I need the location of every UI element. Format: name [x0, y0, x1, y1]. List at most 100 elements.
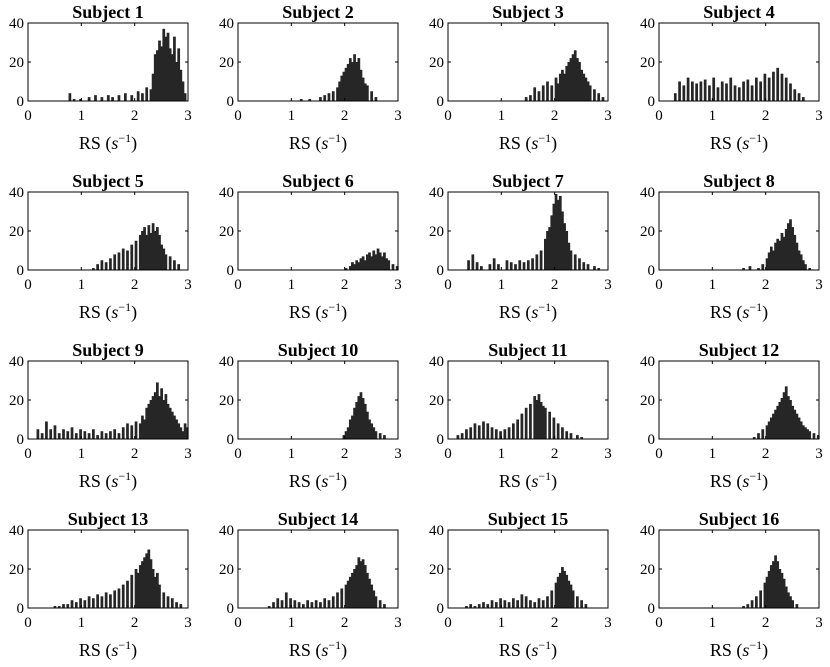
histogram-bar: [535, 400, 539, 439]
y-tick-label: 40: [9, 354, 24, 370]
histogram-bar: [340, 75, 344, 101]
histogram-bar: [109, 594, 112, 608]
x-axis-label-exponent: −1: [538, 469, 551, 483]
x-tick-label: 2: [762, 615, 770, 631]
x-axis-label-close: ): [762, 133, 768, 154]
histogram-bar: [558, 195, 562, 270]
y-tick-label: 40: [429, 185, 444, 201]
histogram-bar: [565, 574, 569, 608]
x-tick-label: 3: [604, 277, 612, 293]
y-tick-label: 40: [429, 354, 444, 370]
histogram-bar: [380, 256, 384, 270]
y-tick-label: 20: [219, 562, 234, 578]
histogram-bar: [83, 600, 87, 608]
histogram-bar: [763, 582, 767, 608]
histogram-bar: [546, 231, 549, 270]
panel-title: Subject 8: [703, 171, 775, 191]
x-axis-label-main: RS (: [79, 133, 112, 154]
histogram-bar: [567, 62, 571, 101]
histogram-bar: [374, 431, 378, 439]
histogram-bar: [755, 596, 758, 608]
x-axis-label-exponent: −1: [118, 638, 131, 652]
x-axis-label: RS (s−1): [499, 469, 557, 492]
histogram-panel: Subject 13 0 1 2 3 0 20 40 RS (s−1): [9, 509, 192, 661]
histogram-bar: [806, 429, 809, 439]
histogram-bar: [799, 254, 803, 270]
x-tick-label: 1: [709, 615, 717, 631]
histogram-bar: [789, 219, 792, 270]
histogram-bar: [795, 413, 799, 439]
histogram-bar: [776, 405, 780, 439]
y-tick-label: 40: [9, 523, 24, 539]
histogram-bar: [149, 400, 153, 439]
histogram-bar: [597, 268, 601, 270]
histogram-bar: [524, 97, 528, 101]
histogram-bar: [348, 576, 352, 608]
y-tick-label: 20: [9, 393, 24, 409]
x-axis-label: RS (s−1): [289, 638, 347, 661]
histogram-bar: [780, 73, 784, 101]
histogram-bar: [170, 54, 174, 101]
histogram-bar: [113, 254, 117, 270]
histogram-bar: [780, 232, 784, 270]
histogram-bar: [158, 584, 161, 608]
x-tick-label: 0: [24, 615, 32, 631]
histogram-bar: [363, 403, 367, 439]
histogram-bar: [552, 203, 556, 270]
histogram-bar: [584, 604, 588, 608]
histogram-bar: [368, 419, 371, 439]
x-axis-label-exponent: −1: [328, 300, 341, 314]
histogram-bar: [507, 602, 511, 608]
histogram-bar: [162, 28, 166, 102]
histogram-bar: [808, 431, 812, 439]
histogram-bar: [497, 264, 500, 270]
histogram-bar: [284, 592, 288, 608]
panel-title: Subject 2: [282, 2, 354, 22]
histogram-bar: [593, 266, 596, 270]
histogram-bar: [586, 81, 590, 101]
histogram-bar: [363, 565, 367, 608]
histogram-bar: [351, 572, 354, 608]
x-axis-label-close: ): [341, 640, 347, 661]
histogram-bar: [725, 83, 728, 101]
histogram-bar: [100, 260, 104, 270]
histogram-bar: [507, 427, 511, 439]
histogram-bar: [804, 264, 807, 270]
histogram-bar: [153, 231, 157, 270]
histogram-bar: [789, 596, 792, 608]
histogram-bar: [366, 572, 369, 608]
histogram-bar: [520, 594, 524, 608]
histogram-bar: [383, 252, 386, 270]
histogram-bar: [299, 99, 303, 101]
histogram-panel: Subject 11 0 1 2 3 0 20 40 RS (s−1): [429, 340, 612, 492]
histogram-bar: [166, 596, 170, 608]
histogram-bar: [765, 258, 769, 270]
histogram-bar: [170, 598, 174, 608]
histogram-bar: [45, 421, 48, 439]
histogram-panel: Subject 1 0 1 2 3 0 20 40 RS (s−1): [9, 2, 192, 154]
histogram-bar: [162, 248, 166, 270]
histogram-bar: [79, 598, 82, 608]
histogram-bar: [597, 93, 601, 101]
histogram-bar: [499, 598, 502, 608]
histogram-bar: [584, 77, 588, 101]
histogram-bar: [526, 260, 530, 270]
histogram-bar: [126, 250, 129, 270]
histogram-bar: [471, 254, 475, 270]
histogram-bar: [145, 87, 149, 101]
histogram-bar: [554, 77, 558, 101]
histogram-panel: Subject 8 0 1 2 3 0 20 40 RS (s−1): [640, 171, 823, 323]
histogram-bar: [92, 598, 95, 608]
x-axis-label-var: s: [111, 640, 118, 660]
x-axis-label-var: s: [531, 640, 538, 660]
x-tick-label: 2: [551, 277, 559, 293]
y-tick-label: 20: [429, 562, 444, 578]
histogram-bar: [372, 590, 376, 608]
histogram-bar: [168, 256, 172, 270]
histogram-bar: [808, 268, 812, 270]
histogram-bar: [708, 85, 711, 101]
histogram-bar: [799, 421, 803, 439]
x-tick-label: 2: [551, 615, 559, 631]
histogram-bar: [601, 97, 605, 101]
histogram-bar: [156, 382, 159, 439]
